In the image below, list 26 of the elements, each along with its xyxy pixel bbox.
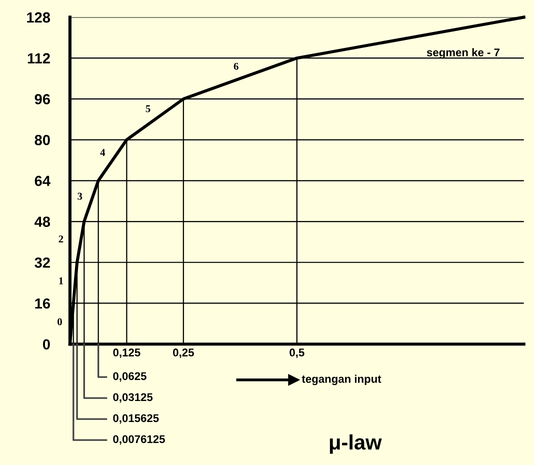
text: 2 xyxy=(58,236,64,242)
y-tick-label: 48 xyxy=(34,216,50,227)
y-tick-label: 80 xyxy=(34,134,50,146)
y-tick-label: 0 xyxy=(42,339,50,350)
text: 1 xyxy=(59,277,64,284)
text: 0 xyxy=(58,318,62,326)
y-tick-label: 96 xyxy=(34,94,50,104)
text: μ-law xyxy=(330,434,382,454)
y-tick-label: 64 xyxy=(34,176,50,186)
text: 0,0625 xyxy=(113,372,146,382)
annotation: 4 xyxy=(100,149,106,156)
text: 0,0076125 xyxy=(113,435,165,445)
x-axis-title: tegangan input xyxy=(302,374,382,386)
annotation: segmen ke - 7 xyxy=(426,48,500,59)
x-tick-label: 0,5 xyxy=(290,348,304,358)
annotation: 6 xyxy=(234,62,238,70)
annotation: 5 xyxy=(146,105,150,112)
x-tick-label: 0,25 xyxy=(173,348,194,358)
y-tick-label: 16 xyxy=(35,298,50,309)
annotation: 3 xyxy=(78,192,82,200)
x-tick-label: 0,125 xyxy=(113,348,140,358)
y-tick-label: 128 xyxy=(27,12,50,23)
y-tick-label: 32 xyxy=(34,257,50,268)
text: 0,015625 xyxy=(113,414,159,424)
y-tick-label: 112 xyxy=(28,53,50,64)
text: 0,03125 xyxy=(113,393,153,403)
